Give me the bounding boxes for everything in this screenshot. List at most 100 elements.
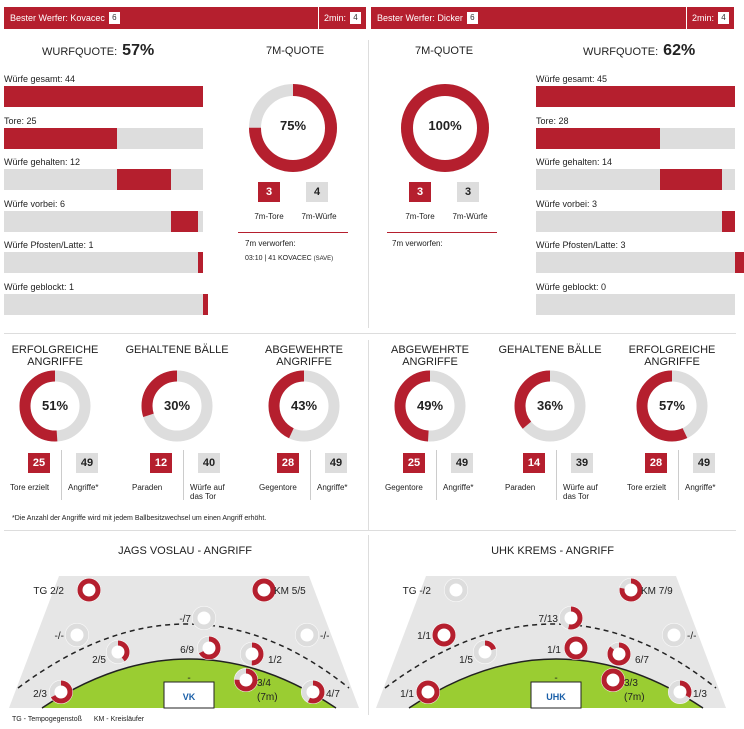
left-best-scorer-label: Bester Werfer: Kovacec (10, 13, 105, 23)
donut-label-a: Tore erzielt (10, 483, 50, 492)
donut-separator (183, 450, 184, 500)
right-wurfquote-value: 62% (663, 42, 696, 59)
center-divider-2 (368, 340, 369, 530)
zone-marker-arc (49, 680, 73, 704)
donut-value-b: 49 (325, 453, 347, 473)
left-7m-verworfen: 7m verworfen: (245, 239, 296, 248)
donut-value-a: 14 (523, 453, 545, 473)
zone-label: 1/1 (400, 689, 414, 700)
right-stat-track (536, 210, 735, 232)
zone-marker-track (444, 578, 468, 602)
zone-marker-arc (252, 578, 276, 602)
left-wurfquote-value: 57% (122, 42, 155, 59)
right-stat-track (536, 86, 735, 107)
section-divider-2 (4, 530, 736, 531)
right-7m-wuerfe-label: 7m-Würfe (452, 212, 488, 221)
right-stat-row: Würfe gehalten: 14 (536, 157, 735, 190)
donut-value-a: 25 (28, 453, 50, 473)
right-stat-fill (722, 210, 735, 232)
court-legend: TG - Tempogegenstoß KM - Kreisläufer (12, 716, 144, 723)
donut-chart (514, 370, 586, 442)
zone-label: 3/4 (257, 678, 271, 689)
donut-arc (19, 370, 91, 442)
left-7m-tore-label: 7m-Tore (254, 212, 284, 221)
left-stat-row: Würfe gehalten: 12 (4, 157, 203, 190)
left-7m-wuerfe: 4 (306, 182, 328, 202)
zone-label: -/- (320, 631, 329, 642)
right-stat-row: Würfe vorbei: 3 (536, 199, 735, 232)
donut-label-b: Würfe auf das Tor (190, 483, 225, 501)
zone-marker-arc (473, 640, 497, 664)
zone-marker-arc (106, 640, 130, 664)
zone-label: 1/1 (547, 645, 561, 656)
right-best-scorer-count: 6 (466, 12, 478, 24)
donut-label-a: Tore erzielt (627, 483, 667, 492)
left-stat-track (4, 86, 203, 107)
zone-label: 1/2 (268, 655, 282, 666)
left-7m-donut-arc (249, 84, 337, 172)
zone-label: 7/13 (539, 614, 559, 625)
left-stat-label: Tore: 25 (4, 115, 37, 126)
left-stat-label: Würfe geblockt: 1 (4, 281, 75, 292)
zone-label: 4/7 (326, 689, 340, 700)
zone-label: 6/7 (635, 655, 649, 666)
zone-marker-track (662, 623, 686, 647)
donut-label-b: Angriffe* (685, 483, 716, 492)
zone-marker-arc (77, 578, 101, 602)
right-stat-label: Würfe Pfosten/Latte: 3 (536, 240, 626, 250)
center-divider-3 (368, 535, 369, 715)
right-stat-label: Würfe geblockt: 0 (536, 281, 607, 292)
zone-marker-arc (607, 642, 631, 666)
right-7m-tore: 3 (409, 182, 431, 202)
left-stat-label: Würfe gehalten: 12 (4, 157, 81, 167)
right-7m-tore-label: 7m-Tore (405, 212, 435, 221)
section-divider-1 (4, 333, 736, 334)
left-7m-rule (238, 232, 348, 233)
donut-label-a: Gegentore (259, 483, 297, 492)
left-stat-fill (4, 86, 203, 107)
left-stat-row: Würfe vorbei: 6 (4, 199, 203, 232)
left-stat-fill (117, 169, 171, 190)
court-left: VK TG 2/2 KM 5/5 -/7 -/- -/- 6/9 2/5 1/2 - 3/4 (7m)… (9, 576, 359, 709)
donut-separator (310, 450, 311, 500)
donut-pct: 30% (163, 398, 191, 413)
donut-title: ABGEWEHRTE ANGRIFFE (390, 344, 470, 368)
left-best-scorer-count: 6 (108, 12, 120, 24)
zone-marker-track (295, 623, 319, 647)
zone-label: - (187, 673, 190, 684)
right-stat-label: Tore: 28 (536, 115, 569, 126)
zone-marker-arc (197, 636, 221, 660)
zone-marker-arc (619, 578, 643, 602)
donut-chart (141, 370, 213, 442)
right-7m-donut (401, 84, 489, 172)
donut-title: ERFOLGREICHE ANGRIFFE (11, 344, 99, 368)
donut-pct: 51% (41, 398, 69, 413)
left-stat-track (4, 210, 203, 232)
donut-label-b: Würfe auf das Tor (563, 483, 598, 501)
left-twomin-label: 2min: (323, 13, 346, 23)
donut-title: ERFOLGREICHE ANGRIFFE (628, 344, 716, 368)
zone-label: (7m) (257, 692, 278, 703)
donut-pct: 43% (290, 398, 318, 413)
left-stat-row: Würfe geblockt: 1 (4, 281, 208, 315)
left-7m-tore: 3 (258, 182, 280, 202)
left-stat-row: Tore: 25 (4, 116, 203, 149)
left-7m-wuerfe-label: 7m-Würfe (301, 212, 337, 221)
donut-value-b: 49 (451, 453, 473, 473)
donut-chart (19, 370, 91, 442)
right-stat-fill (735, 252, 744, 273)
left-stat-track (4, 127, 203, 149)
zone-marker-arc (416, 680, 440, 704)
right-stat-track (536, 127, 735, 149)
zone-label: 3/3 (624, 678, 638, 689)
zone-label: 6/9 (180, 645, 194, 656)
left-stat-fill (198, 252, 203, 273)
free-throw-line (17, 623, 350, 689)
zone-marker-arc (240, 642, 264, 666)
legend-km: KM - Kreisläufer (93, 716, 145, 723)
left-twomin-value: 4 (350, 12, 361, 24)
left-stat-track (4, 169, 203, 190)
right-7m-wuerfe: 3 (457, 182, 479, 202)
zone-label: 1/1 (417, 631, 431, 642)
left-7m-pct: 75% (279, 118, 307, 133)
